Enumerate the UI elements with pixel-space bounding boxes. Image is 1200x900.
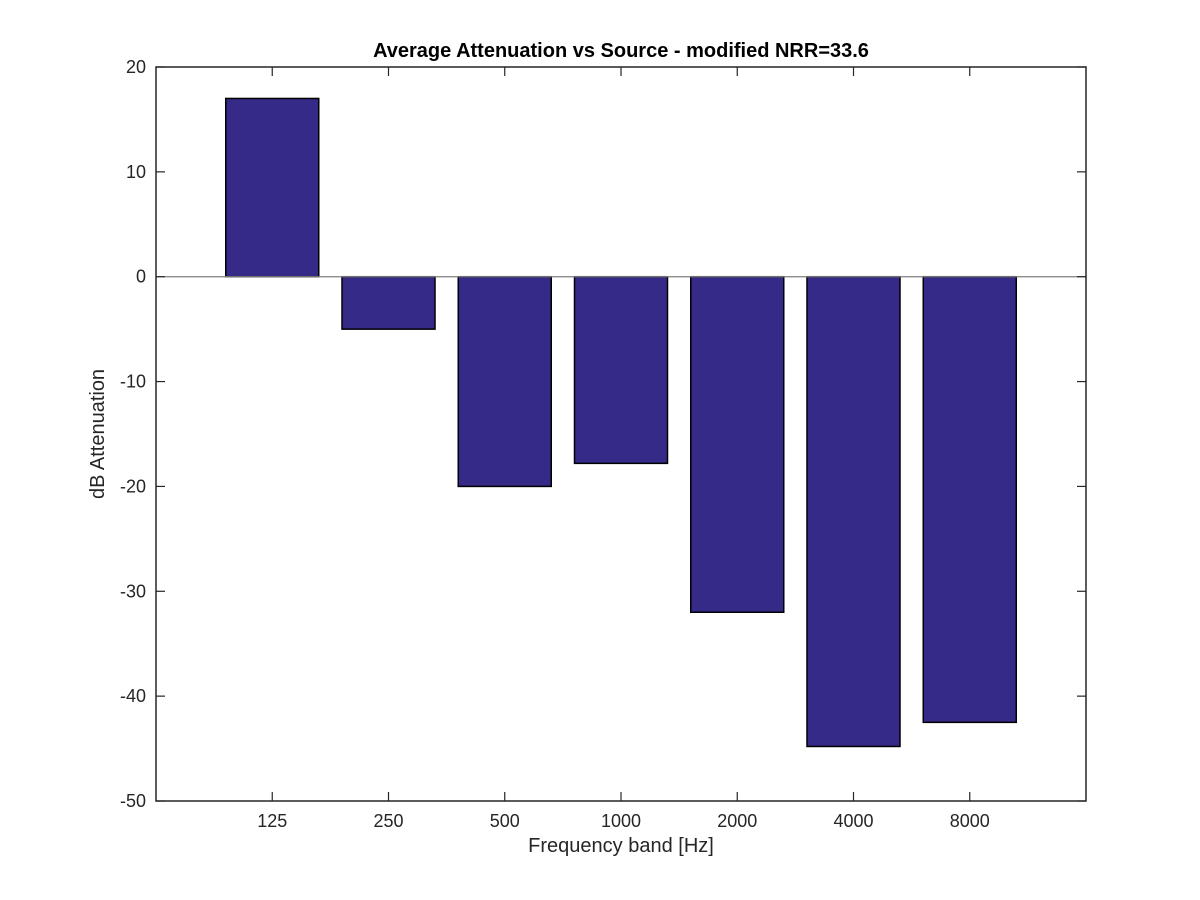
- y-tick-label: -50: [120, 791, 146, 811]
- y-tick-label: -20: [120, 476, 146, 496]
- y-tick-label: -10: [120, 372, 146, 392]
- x-tick-label-125: 125: [257, 811, 287, 831]
- x-tick-label-1000: 1000: [601, 811, 641, 831]
- bar-4000: [806, 275, 901, 748]
- plot-area: 20 10 0 -10 -20 -30 -40 -50 125 250 500 1000 2000 400…: [120, 57, 1087, 831]
- x-tick-label-8000: 8000: [950, 811, 990, 831]
- chart-title: Average Attenuation vs Source - modified…: [373, 40, 869, 62]
- x-tick-label-2000: 2000: [717, 811, 757, 831]
- y-tick-label: -30: [120, 581, 146, 601]
- y-tick-label: 0: [136, 267, 146, 287]
- bar-8000: [922, 275, 1017, 724]
- bar-2000: [690, 275, 785, 613]
- y-axis-label: dB Attenuation: [87, 369, 109, 499]
- bar-500: [457, 275, 552, 488]
- x-axis-label: Frequency band [Hz]: [528, 835, 714, 857]
- y-tick-label: 20: [126, 57, 146, 77]
- x-tick-label-250: 250: [373, 811, 403, 831]
- x-tick-label-500: 500: [490, 811, 520, 831]
- y-tick-label: 10: [126, 162, 146, 182]
- bar-125: [225, 97, 320, 278]
- y-tick-label: -40: [120, 686, 146, 706]
- bar-250: [341, 275, 436, 330]
- bar-1000: [573, 275, 669, 465]
- x-tick-label-4000: 4000: [833, 811, 873, 831]
